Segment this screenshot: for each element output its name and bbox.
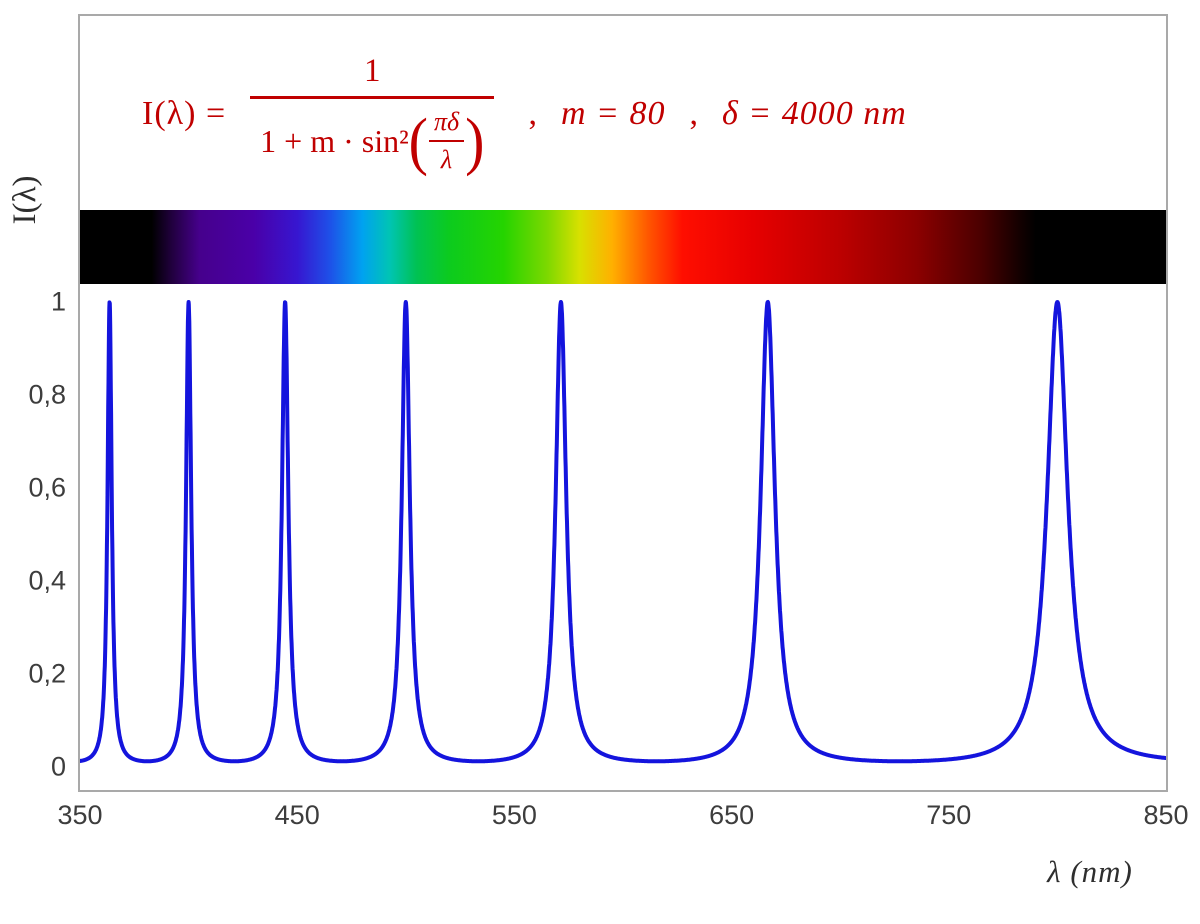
x-axis-label: λ (nm) [1047, 854, 1133, 889]
x-tick-label: 650 [709, 800, 755, 830]
separator-comma: , [528, 95, 537, 132]
close-paren: ) [465, 104, 485, 177]
x-tick-label: 850 [1143, 800, 1189, 830]
y-tick-label: 0,6 [28, 472, 66, 503]
y-tick-label: 1 [50, 286, 66, 317]
y-tick-label: 0 [50, 751, 66, 782]
formula-fraction: 1 1 + m · sin² ( πδ λ ) [250, 53, 495, 177]
y-axis-label: I(λ) [7, 175, 43, 225]
formula-lhs: I(λ) = [142, 95, 227, 132]
param-delta: δ = 4000 nm [721, 95, 907, 132]
inner-fraction: πδ λ [429, 107, 465, 175]
open-paren: ( [408, 104, 428, 177]
x-tick-label: 350 [57, 800, 103, 830]
inner-denominator: λ [429, 140, 465, 175]
x-tick-label: 750 [926, 800, 972, 830]
formula: I(λ) = 1 1 + m · sin² ( πδ λ ) , m = 80 … [142, 28, 907, 200]
x-tick-label: 450 [274, 800, 320, 830]
x-tick-label: 550 [491, 800, 537, 830]
inner-numerator: πδ [434, 107, 460, 136]
spectrum-bar [80, 210, 1166, 284]
separator-comma: , [689, 95, 698, 132]
formula-denominator-text: 1 + m · sin² [260, 122, 409, 159]
param-m: m = 80 [560, 95, 666, 132]
y-tick-label: 0,4 [28, 565, 66, 596]
intensity-curve [80, 300, 1166, 764]
y-tick-label: 0,2 [28, 658, 66, 689]
plot-frame: I(λ) = 1 1 + m · sin² ( πδ λ ) , m = 80 … [78, 14, 1168, 792]
formula-denominator: 1 + m · sin² ( πδ λ ) [250, 96, 495, 177]
formula-numerator: 1 [364, 53, 381, 89]
y-tick-label: 0,8 [28, 379, 66, 410]
intensity-curve-plot [80, 300, 1166, 764]
